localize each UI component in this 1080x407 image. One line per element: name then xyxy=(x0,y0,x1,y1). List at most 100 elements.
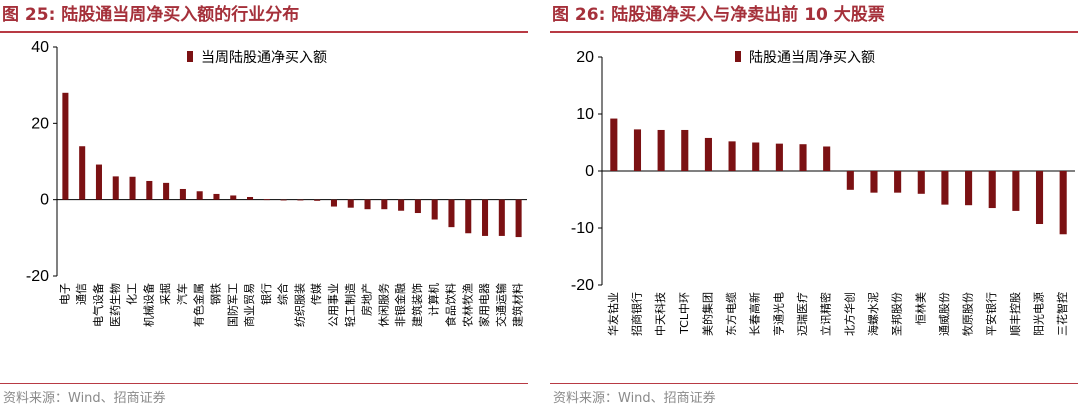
bar xyxy=(213,193,220,200)
category-label: 华友钴业 xyxy=(606,292,620,336)
bar xyxy=(515,199,522,238)
bar xyxy=(112,176,119,200)
left-figure-panel: 图 25: 陆股通当周净买入额的行业分布 40 20 0 -20 电子 通信 电气设备 医药生… xyxy=(0,0,530,407)
category-label: 牧原股份 xyxy=(961,292,975,336)
category-label: 平安银行 xyxy=(984,292,998,336)
category-label: 亨通光电 xyxy=(771,292,785,336)
category-label: 传媒 xyxy=(310,283,323,305)
legend-label: 陆股通当周净买入额 xyxy=(749,50,875,66)
category-label: 长春高新 xyxy=(748,292,762,336)
figure-26-title: 图 26: 陆股通净买入与净卖出前 10 大股票 xyxy=(552,5,885,25)
category-label: 招商银行 xyxy=(629,292,643,336)
category-label: 迈瑞医疗 xyxy=(795,292,809,336)
category-label: 顺丰控股 xyxy=(1008,292,1022,336)
category-label: 建筑材料 xyxy=(511,283,525,327)
y-tick-label: 40 xyxy=(31,39,49,56)
top-stocks-net-buy-bar-chart: 20 10 0 -10 -20 华友钴业 招商银行 中天科技 TCL中环 美的集团 东方电缆 长春高新… xyxy=(571,49,1075,336)
bar xyxy=(414,199,421,214)
category-label: 医药生物 xyxy=(108,283,122,327)
category-label: 三花智控 xyxy=(1055,292,1069,336)
bar xyxy=(330,199,337,207)
bar xyxy=(1059,171,1067,235)
category-label: 采掘 xyxy=(158,283,172,305)
bar xyxy=(775,143,783,171)
bar xyxy=(230,195,237,200)
bar xyxy=(196,191,203,200)
bar xyxy=(347,199,354,208)
title-divider xyxy=(550,31,1078,33)
category-label: TCL中环 xyxy=(678,292,691,335)
bar xyxy=(917,171,925,194)
category-label: 东方电缆 xyxy=(724,292,738,336)
category-label: 北方华创 xyxy=(842,292,856,336)
bar xyxy=(398,199,405,211)
title-divider xyxy=(0,31,528,33)
category-label: 机械设备 xyxy=(141,283,155,327)
category-label: 综合 xyxy=(276,283,290,305)
bar xyxy=(681,129,689,171)
category-label: 立讯精密 xyxy=(819,292,833,336)
bar xyxy=(263,199,270,201)
category-label: 阳光电源 xyxy=(1032,292,1046,336)
category-label: 电子 xyxy=(58,283,71,305)
bar xyxy=(846,171,854,190)
figure-25-title: 图 25: 陆股通当周净买入额的行业分布 xyxy=(2,5,300,25)
legend-swatch xyxy=(187,51,193,62)
category-label: 计算机 xyxy=(427,283,441,316)
bar xyxy=(163,182,170,200)
bar xyxy=(95,164,102,200)
bar xyxy=(988,171,996,209)
bar xyxy=(894,171,902,193)
bar xyxy=(941,171,949,205)
industry-net-buy-bar-chart: 40 20 0 -20 电子 通信 电气设备 医药生物 化工 机械设备 采掘 汽车 有色金属 钢铁 国防军工… xyxy=(26,39,527,327)
y-tick-label: 20 xyxy=(576,49,594,66)
bar xyxy=(823,146,831,171)
bar xyxy=(482,199,489,236)
category-label: 通信 xyxy=(75,283,88,305)
bar xyxy=(633,129,642,171)
bar xyxy=(965,171,973,206)
bar xyxy=(129,176,136,200)
bar xyxy=(62,92,69,200)
source-divider xyxy=(550,383,1078,384)
category-label: 美的集团 xyxy=(700,292,714,336)
bar xyxy=(752,142,760,171)
category-label: 房地产 xyxy=(360,283,374,316)
bar xyxy=(704,137,712,171)
bar xyxy=(728,141,736,171)
category-label: 汽车 xyxy=(175,283,189,305)
category-label: 纺织服装 xyxy=(292,283,306,327)
legend-swatch xyxy=(735,51,741,62)
bar xyxy=(280,199,287,201)
bar xyxy=(1012,171,1020,211)
category-label: 轻工制造 xyxy=(343,283,357,327)
bar xyxy=(297,199,304,201)
bar xyxy=(448,199,455,228)
category-label: 电气设备 xyxy=(91,283,105,327)
category-label: 钢铁 xyxy=(209,283,222,305)
bar xyxy=(314,199,321,201)
bar xyxy=(431,199,438,220)
bar xyxy=(610,118,618,171)
category-label: 休闲服务 xyxy=(376,283,390,327)
bar xyxy=(870,171,878,193)
source-note: 资料来源：Wind、招商证券 xyxy=(3,391,166,406)
y-tick-label: 20 xyxy=(31,115,49,132)
bar xyxy=(146,180,153,200)
category-label: 银行 xyxy=(259,283,273,305)
category-label: 商业贸易 xyxy=(242,283,256,327)
bar xyxy=(79,146,86,200)
y-tick-label: -10 xyxy=(571,220,594,237)
category-label: 交通运输 xyxy=(494,283,508,327)
bar xyxy=(498,199,505,236)
legend-label: 当周陆股通净买入额 xyxy=(201,50,327,66)
bar xyxy=(179,188,186,200)
y-tick-label: 10 xyxy=(576,106,594,123)
category-label: 圣邦股份 xyxy=(891,292,904,336)
category-label: 建筑装饰 xyxy=(410,283,424,327)
source-divider xyxy=(0,383,528,384)
category-label: 农林牧渔 xyxy=(460,283,474,327)
category-label: 非银金融 xyxy=(393,283,407,327)
category-label: 国防军工 xyxy=(225,283,239,327)
category-label: 海螺水泥 xyxy=(866,292,880,336)
